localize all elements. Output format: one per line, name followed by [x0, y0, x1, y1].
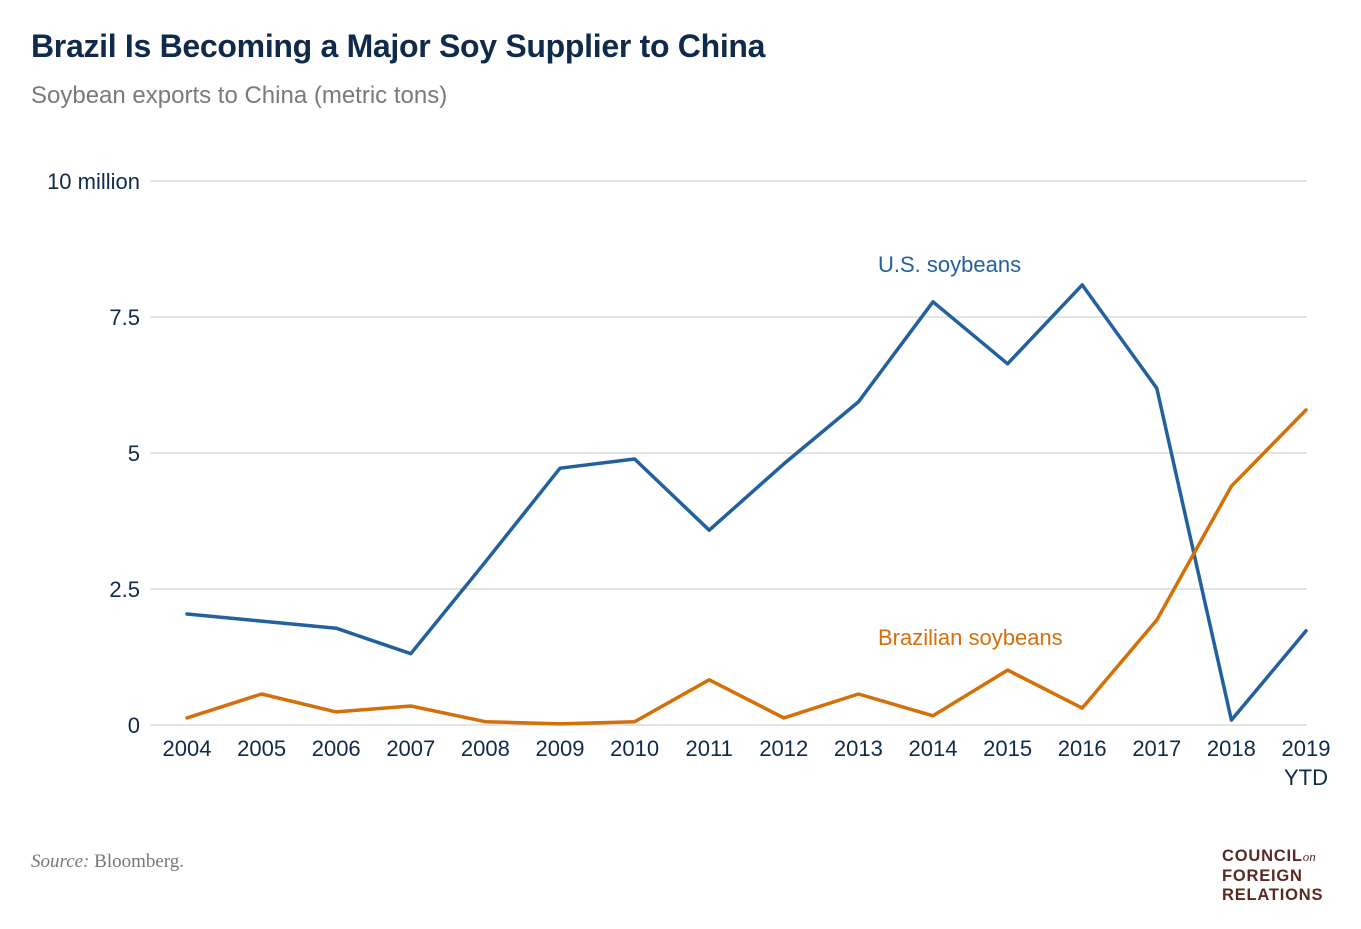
data-point	[409, 652, 413, 656]
source-text: Bloomberg.	[94, 851, 185, 872]
data-point	[1155, 618, 1159, 622]
y-tick-label: 5	[128, 441, 140, 466]
y-tick-label: 7.5	[109, 305, 140, 330]
data-point	[1155, 386, 1159, 390]
data-point	[707, 528, 711, 532]
data-point	[1304, 408, 1308, 412]
series-label: Brazilian soybeans	[878, 625, 1063, 650]
x-tick-label: 2019	[1282, 736, 1331, 761]
data-point	[334, 710, 338, 714]
x-tick-label: 2004	[163, 736, 212, 761]
data-point	[260, 692, 264, 696]
data-point	[1229, 484, 1233, 488]
data-point	[1229, 718, 1233, 722]
series-line-us	[185, 283, 1308, 722]
data-point	[1006, 668, 1010, 672]
chart-subtitle: Soybean exports to China (metric tons)	[31, 82, 448, 109]
data-point	[633, 457, 637, 461]
series-label: U.S. soybeans	[878, 252, 1021, 277]
x-tick-label: 2013	[834, 736, 883, 761]
data-point	[483, 720, 487, 724]
y-tick-label: 2.5	[109, 577, 140, 602]
y-tick-label: 0	[128, 713, 140, 738]
data-point	[633, 720, 637, 724]
data-point	[260, 619, 264, 623]
data-point	[1006, 362, 1010, 366]
y-tick-label: 10 million	[47, 169, 140, 194]
x-tick-label: 2009	[536, 736, 585, 761]
data-point	[185, 612, 189, 616]
data-point	[1304, 629, 1308, 633]
chart-title: Brazil Is Becoming a Major Soy Supplier …	[31, 28, 766, 64]
series-line-brazil	[185, 408, 1308, 726]
x-tick-label: 2018	[1207, 736, 1256, 761]
data-point	[409, 704, 413, 708]
cfr-logo: COUNCILon FOREIGN RELATIONS	[1222, 847, 1323, 906]
data-point	[856, 692, 860, 696]
data-point	[483, 560, 487, 564]
x-tick-label: 2011	[686, 736, 733, 761]
x-tick-label: 2012	[759, 736, 808, 761]
data-point	[931, 300, 935, 304]
x-tick-label: 2007	[386, 736, 435, 761]
logo-line2: FOREIGN	[1222, 866, 1303, 885]
x-tick-label: 2005	[237, 736, 286, 761]
x-tick-label: 2015	[983, 736, 1032, 761]
x-tick-label: 2016	[1058, 736, 1107, 761]
data-point	[185, 716, 189, 720]
data-point	[931, 714, 935, 718]
logo-on: on	[1302, 849, 1316, 864]
data-point	[1080, 283, 1084, 287]
source-note: Source: Bloomberg.	[31, 851, 184, 873]
logo-line3: RELATIONS	[1222, 886, 1324, 904]
x-tick-label: 2010	[610, 736, 659, 761]
data-point	[782, 462, 786, 466]
x-tick-label: 2006	[312, 736, 361, 761]
data-point	[782, 716, 786, 720]
data-point	[558, 722, 562, 726]
x-tick-sublabel: YTD	[1284, 765, 1328, 790]
data-point	[334, 626, 338, 630]
x-tick-label: 2014	[909, 736, 958, 761]
logo-line1: COUNCIL	[1222, 847, 1303, 865]
source-label: Source:	[31, 851, 90, 872]
x-tick-label: 2008	[461, 736, 510, 761]
data-point	[1080, 706, 1084, 710]
data-point	[558, 466, 562, 470]
data-point	[856, 400, 860, 404]
x-tick-label: 2017	[1132, 736, 1181, 761]
data-point	[707, 678, 711, 682]
